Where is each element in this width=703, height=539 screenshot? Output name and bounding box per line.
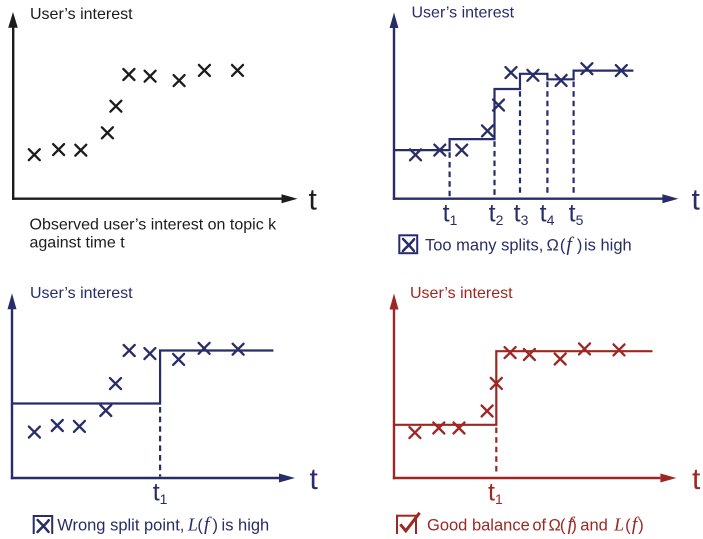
svg-text:Observed user’s interest on to: Observed user’s interest on topic k: [30, 216, 278, 233]
svg-text:t: t: [309, 184, 318, 217]
svg-text:against time t: against time t: [30, 235, 126, 252]
svg-text:t: t: [692, 183, 701, 216]
svg-text:User’s interest: User’s interest: [30, 285, 133, 302]
svg-text:t: t: [310, 463, 319, 496]
svg-text:User’s interest: User’s interest: [412, 4, 515, 21]
svg-text:User’s interest: User’s interest: [30, 6, 133, 23]
svg-text:t: t: [692, 463, 701, 496]
svg-text:User’s interest: User’s interest: [410, 285, 513, 302]
svg-text:Wrong split point,L(f) is high: Wrong split point, L(f) is high: [57, 514, 269, 535]
svg-text:Too many splits,Ω(f) is high: Too many splits, Ω(f) is high: [425, 233, 632, 255]
